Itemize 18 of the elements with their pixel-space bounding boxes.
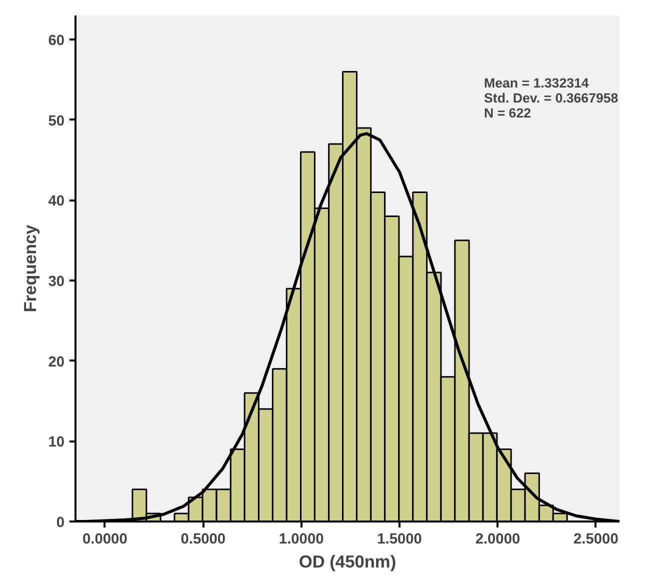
y-tick-label: 40	[48, 194, 65, 210]
annotation: Std. Dev. = 0.3667958	[484, 90, 618, 106]
x-tick-label: 1.5000	[377, 532, 422, 548]
x-tick-label: 2.0000	[475, 532, 520, 548]
x-tick-label: 0.0000	[82, 532, 128, 548]
annotation: Mean = 1.332314	[484, 76, 590, 91]
y-tick-label: 0	[56, 515, 65, 531]
x-axis-title: OD (450nm)	[298, 552, 396, 572]
x-tick-label: 2.5000	[574, 532, 618, 548]
y-tick-label: 30	[48, 274, 65, 290]
y-tick-label: 10	[48, 434, 65, 451]
x-tick-label: 0.5000	[180, 532, 226, 548]
y-tick-label: 50	[48, 113, 65, 130]
annotation: N = 622	[484, 106, 532, 121]
y-tick-label: 60	[48, 33, 65, 50]
y-axis-title: Frequency	[20, 224, 40, 312]
y-tick-label: 20	[48, 354, 65, 370]
x-tick-label: 1.0000	[278, 532, 324, 548]
